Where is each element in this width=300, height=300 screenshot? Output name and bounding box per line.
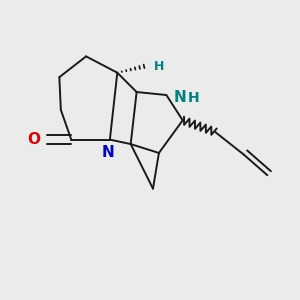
Text: H: H [154, 60, 164, 73]
Text: N: N [174, 91, 187, 106]
Text: H: H [188, 91, 200, 105]
Text: O: O [27, 132, 40, 147]
Text: N: N [102, 146, 115, 160]
